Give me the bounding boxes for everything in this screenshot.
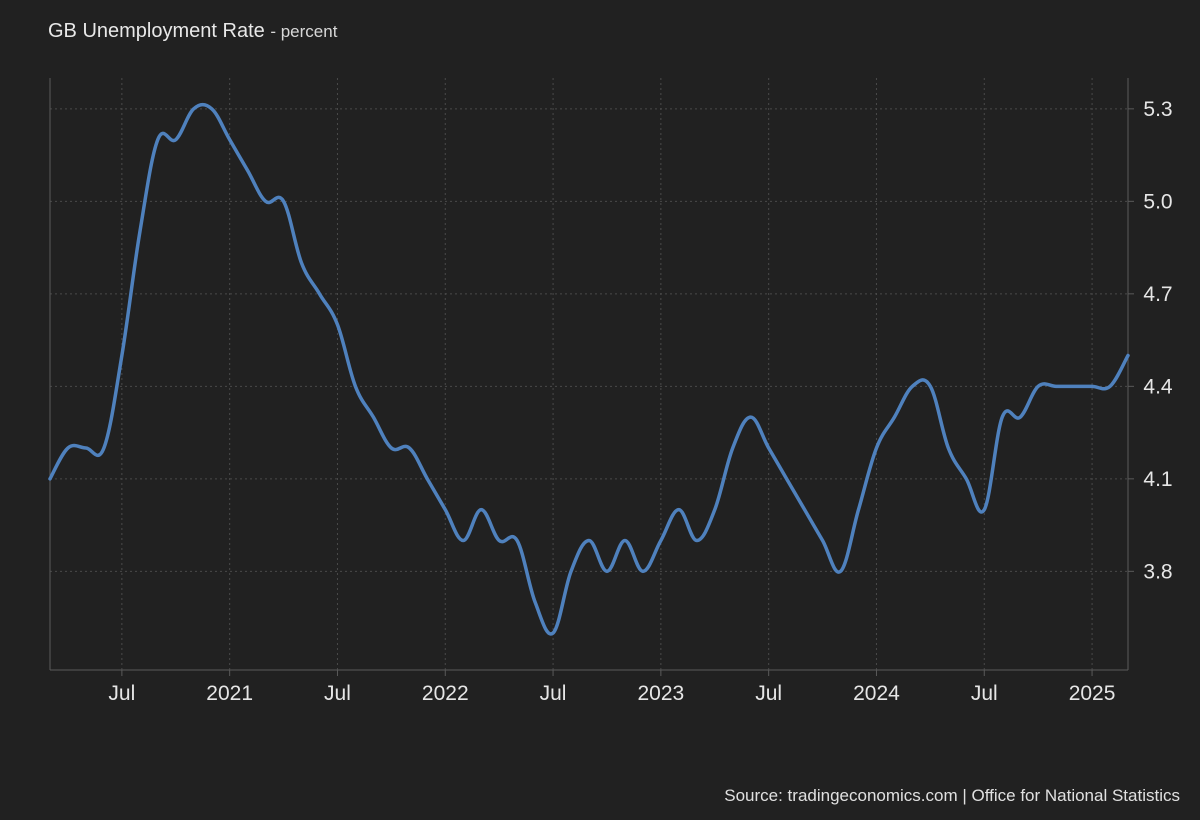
chart-title: GB Unemployment Rate - percent bbox=[48, 20, 337, 43]
chart-title-text: GB Unemployment Rate bbox=[48, 20, 265, 42]
x-tick-label: 2023 bbox=[638, 682, 685, 705]
y-tick-label: 4.7 bbox=[1143, 283, 1172, 306]
y-tick-label: 5.3 bbox=[1143, 98, 1172, 121]
x-tick-label: Jul bbox=[755, 682, 782, 705]
x-tick-label: Jul bbox=[108, 682, 135, 705]
y-tick-label: 5.0 bbox=[1143, 190, 1172, 213]
x-tick-label: Jul bbox=[971, 682, 998, 705]
x-tick-label: 2021 bbox=[206, 682, 253, 705]
axis-layer bbox=[49, 78, 1134, 676]
chart-unit-label: - percent bbox=[270, 22, 338, 41]
tick-label-layer: 3.8 4.1 4.4 4.7 5.0 5.3 Jul 2021 Jul 2022 Jul 2023 J… bbox=[108, 98, 1172, 705]
x-tick-label: 2024 bbox=[853, 682, 900, 705]
x-tick-label: 2025 bbox=[1069, 682, 1116, 705]
x-tick-label: Jul bbox=[540, 682, 567, 705]
y-tick-label: 4.4 bbox=[1143, 375, 1173, 398]
y-tick-label: 3.8 bbox=[1143, 560, 1172, 583]
series-layer bbox=[48, 102, 1130, 636]
x-tick-label: Jul bbox=[324, 682, 351, 705]
source-note: Source: tradingeconomics.com | Office fo… bbox=[724, 786, 1180, 805]
series-line bbox=[48, 102, 1130, 636]
x-tick-label: 2022 bbox=[422, 682, 469, 705]
grid-layer bbox=[50, 78, 1128, 670]
y-tick-label: 4.1 bbox=[1143, 468, 1172, 491]
